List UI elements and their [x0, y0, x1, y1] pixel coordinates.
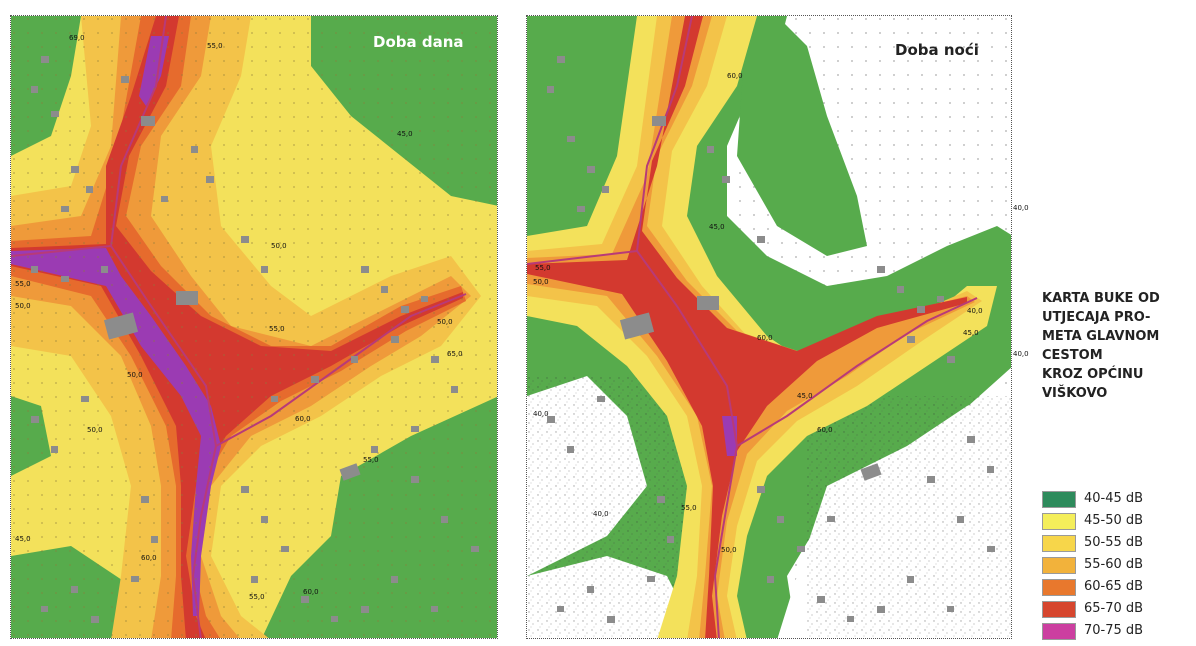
day-contour-label: 50,0: [127, 371, 143, 379]
night-contour-label: 60,0: [817, 426, 833, 434]
legend-heading: KARTA BUKE OD UTJECAJA PRO- META GLAVNOM…: [1042, 289, 1192, 403]
night-contour-label: 45,0: [709, 223, 725, 231]
day-buildings: [31, 56, 479, 623]
day-dot-grid: [11, 16, 497, 638]
night-contour-label: 40,0: [533, 410, 549, 418]
night-contour-label: 45,0: [797, 392, 813, 400]
day-contour-label: 55,0: [363, 456, 379, 464]
day-contour-label: 55,0: [15, 280, 31, 288]
day-map-graphic: [11, 16, 497, 638]
legend-item: 70-75 dB: [1042, 621, 1192, 643]
night-zone-50-55: [527, 16, 982, 638]
night-green-zone-n: [737, 16, 867, 256]
night-contour-label: 40,0: [593, 510, 609, 518]
day-contour-label: 50,0: [15, 302, 31, 310]
day-map-title: Doba dana: [373, 33, 464, 51]
night-speckle-se: [807, 396, 1011, 638]
night-contour-label: 50,0: [533, 278, 549, 286]
legend-label: 50-55 dB: [1084, 535, 1144, 550]
legend-heading-line: VIŠKOVO: [1042, 386, 1108, 401]
legend-swatch: [1042, 601, 1076, 618]
day-contour-label: 50,0: [87, 426, 103, 434]
legend-swatch: [1042, 535, 1076, 552]
night-noise-map: Doba noći 60,0 45,0 55,0 50,0 45,0 60,0 …: [526, 15, 1012, 639]
day-contour-label: 60,0: [141, 554, 157, 562]
legend-item: 50-55 dB: [1042, 533, 1192, 555]
day-contour-label: 55,0: [249, 593, 265, 601]
legend-label: 55-60 dB: [1084, 557, 1144, 572]
legend-label: 40-45 dB: [1084, 491, 1144, 506]
legend-heading-line: META GLAVNOM: [1042, 329, 1160, 344]
legend-heading-line: KROZ OPĆINU: [1042, 367, 1144, 382]
day-contour-label: 65,0: [447, 350, 463, 358]
day-contour-label: 60,0: [295, 415, 311, 423]
legend-swatch: [1042, 623, 1076, 640]
legend-swatch: [1042, 513, 1076, 530]
night-contour-label: 55,0: [681, 504, 697, 512]
legend-item: 55-60 dB: [1042, 555, 1192, 577]
night-contour-label: 55,0: [535, 264, 551, 272]
night-contour-label: 40,0: [967, 307, 983, 315]
day-contour-label: 55,0: [269, 325, 285, 333]
legend-item: 60-65 dB: [1042, 577, 1192, 599]
night-map-graphic: [527, 16, 1011, 638]
day-contour-label: 50,0: [271, 242, 287, 250]
legend-swatch: [1042, 557, 1076, 574]
legend: 40-45 dB 45-50 dB 50-55 dB 55-60 dB 60-6…: [1042, 489, 1192, 643]
legend-label: 70-75 dB: [1084, 623, 1144, 638]
day-noise-map: Doba dana 69,0 55,0 45,0 50,0 55,0 50,0 …: [10, 15, 498, 639]
day-contour-label: 45,0: [15, 535, 31, 543]
legend-heading-line: UTJECAJA PRO-: [1042, 310, 1151, 325]
night-speckle-w: [527, 376, 687, 638]
night-main-road: [527, 16, 978, 638]
legend-swatch: [1042, 579, 1076, 596]
legend-label: 60-65 dB: [1084, 579, 1144, 594]
day-contour-label: 50,0: [437, 318, 453, 326]
legend-label: 65-70 dB: [1084, 601, 1144, 616]
night-zone-red-core: [527, 16, 967, 638]
legend-item: 45-50 dB: [1042, 511, 1192, 533]
legend-heading-line: CESTOM: [1042, 348, 1103, 363]
edge-contour-label: 40,0: [1013, 350, 1029, 358]
night-contour-label: 50,0: [721, 546, 737, 554]
day-contour-label: 60,0: [303, 588, 319, 596]
edge-contour-label: 40,0: [1013, 204, 1029, 212]
day-contour-label: 69,0: [69, 34, 85, 42]
legend-item: 40-45 dB: [1042, 489, 1192, 511]
legend-swatch: [1042, 491, 1076, 508]
day-contour-label: 55,0: [207, 42, 223, 50]
night-buildings: [547, 56, 995, 623]
night-contour-label: 60,0: [757, 334, 773, 342]
legend-label: 45-50 dB: [1084, 513, 1144, 528]
legend-item: 65-70 dB: [1042, 599, 1192, 621]
night-contour-label: 60,0: [727, 72, 743, 80]
night-contour-label: 45,0: [963, 329, 979, 337]
legend-heading-line: KARTA BUKE OD: [1042, 291, 1160, 306]
night-zone-55-60: [527, 16, 975, 638]
day-contour-label: 45,0: [397, 130, 413, 138]
night-map-title: Doba noći: [895, 41, 979, 59]
